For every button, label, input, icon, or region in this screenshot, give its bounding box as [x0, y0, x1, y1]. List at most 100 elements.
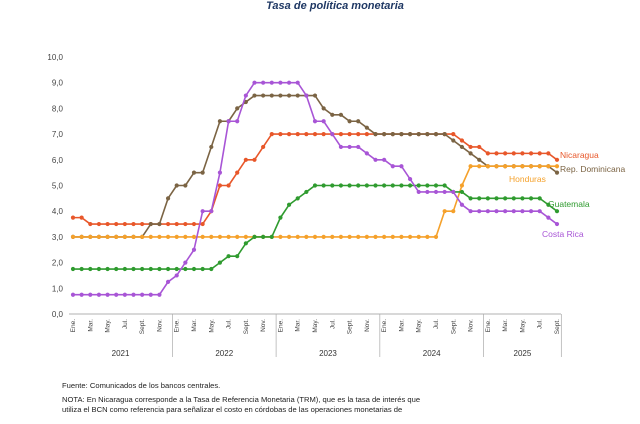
y-tick-label: 4,0 — [52, 207, 64, 216]
data-point — [191, 170, 197, 175]
data-point — [157, 266, 162, 272]
data-point — [131, 221, 136, 227]
y-tick-label: 6,0 — [52, 156, 64, 165]
data-point — [459, 183, 465, 188]
data-point — [477, 157, 482, 162]
x-tick-label: Sept. — [450, 319, 457, 334]
data-point — [131, 292, 136, 297]
data-point — [312, 93, 318, 98]
data-point — [503, 164, 508, 169]
data-point — [140, 292, 145, 297]
x-tick-label: Mar. — [87, 319, 94, 332]
data-point — [390, 164, 395, 169]
data-point — [537, 196, 542, 201]
data-point — [546, 215, 551, 220]
data-point — [338, 183, 344, 188]
data-point — [96, 266, 102, 272]
data-point — [347, 234, 352, 239]
series-line — [73, 184, 558, 270]
data-point — [286, 132, 292, 137]
data-point — [520, 164, 525, 169]
data-point — [157, 221, 162, 227]
data-point — [183, 221, 188, 227]
series-label: Rep. Dominicana — [560, 164, 625, 174]
x-tick-label: Mar. — [502, 319, 509, 332]
data-point — [96, 292, 102, 297]
y-tick-label: 5,0 — [52, 182, 64, 191]
data-point — [114, 292, 119, 297]
data-point — [477, 196, 482, 201]
data-point — [165, 266, 171, 272]
data-point — [485, 164, 490, 169]
data-point — [286, 80, 292, 85]
data-point — [321, 234, 326, 239]
data-point — [312, 119, 318, 124]
data-point — [459, 144, 465, 150]
data-point — [520, 209, 525, 214]
data-point — [312, 132, 318, 137]
series-honduras — [70, 164, 560, 239]
x-tick-label: Jul. — [537, 319, 544, 329]
data-point — [312, 183, 318, 188]
data-point — [235, 106, 240, 111]
data-point — [261, 234, 266, 239]
x-tick-label: Ene. — [277, 319, 284, 333]
x-tick-label: Nov. — [156, 319, 163, 332]
chart-title: Tasa de política monetaria — [266, 0, 404, 12]
data-point — [252, 80, 257, 85]
x-tick-label: May. — [312, 319, 319, 333]
series-guatemala — [70, 183, 560, 272]
data-point — [373, 132, 378, 137]
x-tick-label: Mar. — [295, 319, 302, 332]
data-point — [356, 144, 361, 150]
data-point — [70, 266, 76, 272]
x-tick-label: Jul. — [226, 319, 233, 329]
data-point — [554, 221, 560, 227]
data-point — [252, 234, 257, 239]
x-tick-label: Nov. — [260, 319, 267, 332]
data-point — [399, 183, 404, 188]
data-point — [209, 234, 214, 239]
data-point — [451, 209, 456, 214]
x-tick-label: Nov. — [468, 319, 475, 332]
data-point — [338, 112, 344, 117]
x-tick-label: Mar. — [398, 319, 405, 332]
x-tick-label: Sept. — [139, 319, 146, 334]
data-point — [140, 266, 145, 272]
nota-line-2: utiliza el BCN como referencia para seña… — [62, 405, 403, 414]
data-point — [304, 189, 309, 195]
data-point — [511, 196, 516, 201]
data-point — [122, 221, 127, 227]
x-tick-label: Ene. — [70, 319, 77, 333]
data-point — [174, 221, 179, 227]
data-point — [217, 183, 223, 188]
data-point — [546, 202, 551, 207]
data-point — [261, 93, 266, 98]
series-costa-rica — [70, 80, 560, 297]
data-point — [183, 234, 188, 239]
data-point — [390, 132, 395, 137]
data-point — [503, 209, 508, 214]
data-point — [286, 202, 292, 207]
data-point — [425, 183, 430, 188]
data-point — [390, 183, 395, 188]
data-point — [554, 170, 560, 175]
data-point — [252, 157, 257, 162]
x-tick-label: Ene. — [174, 319, 181, 333]
series-label: Costa Rica — [542, 229, 584, 239]
data-point — [399, 132, 404, 137]
data-point — [304, 93, 309, 98]
series-labels: Nicaragua Rep. Dominicana Honduras Guatemal… — [509, 150, 625, 239]
data-point — [304, 234, 309, 239]
data-point — [243, 241, 248, 246]
data-point — [485, 151, 490, 156]
data-point — [485, 209, 490, 214]
y-tick-label: 0,0 — [52, 310, 64, 319]
data-point — [174, 273, 179, 278]
x-tick-label: Sept. — [554, 319, 561, 334]
x-tick-label: Mar. — [191, 319, 198, 332]
data-point — [468, 164, 473, 169]
year-label: 2024 — [423, 349, 441, 358]
y-tick-label: 10,0 — [47, 53, 63, 62]
data-point — [278, 80, 283, 85]
